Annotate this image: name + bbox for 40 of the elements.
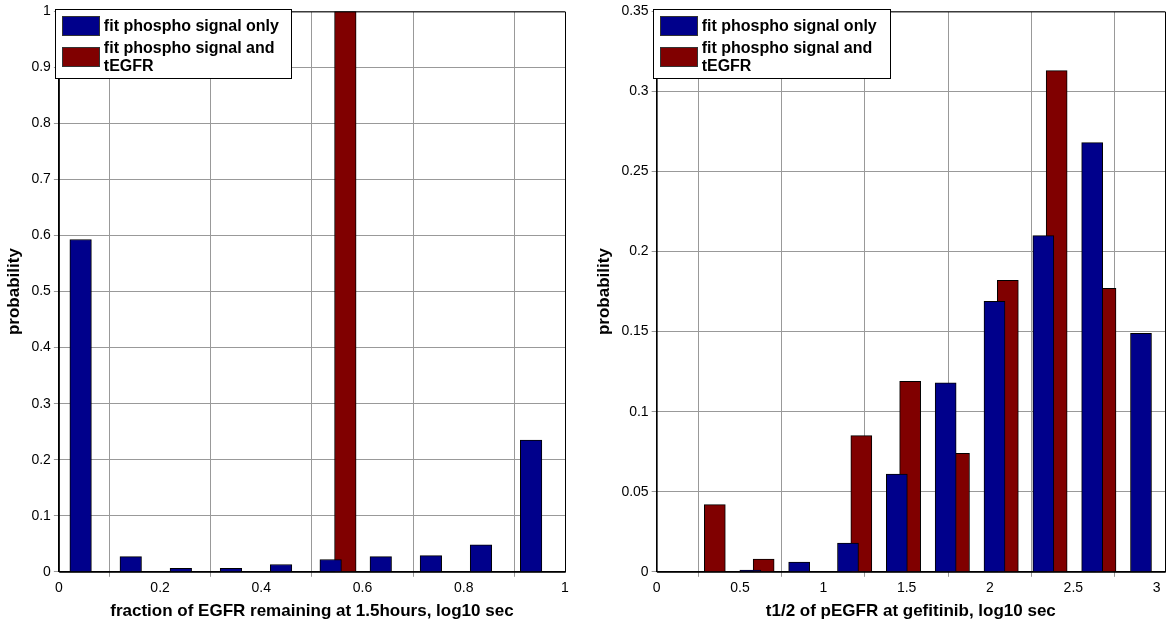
y-tick-label: 0.35 (621, 2, 649, 19)
y-axis-title: probability (593, 247, 613, 336)
x-tick-label: 2 (986, 579, 995, 596)
legend-label: fit phospho signal only (701, 17, 877, 36)
y-tick-label: 0 (43, 562, 52, 579)
x-tick-label: 0 (54, 579, 63, 596)
x-tick-label: 0.4 (251, 579, 272, 596)
x-tick-label: 1 (561, 579, 570, 596)
y-tick-label: 0.6 (31, 226, 52, 243)
y-axis-title: probability (3, 247, 23, 336)
x-tick-label: 1 (819, 579, 828, 596)
x-tick-label: 0.2 (150, 579, 171, 596)
x-tick-label: 1.5 (896, 579, 917, 596)
x-axis-title: fraction of EGFR remaining at 1.5hours, log10 sec (110, 601, 514, 621)
y-tick-label: 0.2 (31, 450, 52, 467)
legend-label: fit phospho signal and tEGFR (701, 39, 874, 76)
legend-label: fit phospho signal and tEGFR (103, 39, 276, 76)
y-tick-label: 0.1 (31, 506, 52, 523)
x-tick-label: 0.8 (454, 579, 474, 596)
y-tick-label: 0.3 (31, 394, 52, 411)
x-tick-label: 0.6 (352, 579, 373, 596)
y-tick-label: 0.2 (629, 242, 649, 259)
x-axis-title: t1/2 of pEGFR at gefitinib, log10 sec (765, 601, 1056, 621)
x-tick-label: 3 (1152, 579, 1161, 596)
y-tick-label: 0.5 (31, 282, 52, 299)
x-tick-label: 2.5 (1063, 579, 1084, 596)
y-tick-label: 0.25 (621, 162, 649, 179)
x-tick-label: 0.5 (730, 579, 750, 596)
y-tick-label: 0.15 (621, 322, 649, 339)
y-tick-label: 0.8 (31, 114, 52, 131)
y-tick-label: 0.9 (31, 58, 52, 75)
legend-label: fit phospho signal only (103, 17, 279, 36)
y-tick-label: 0.3 (629, 82, 649, 99)
y-tick-label: 1 (43, 2, 52, 19)
y-tick-label: 0.05 (621, 482, 649, 499)
y-tick-label: 0.4 (31, 338, 52, 355)
y-tick-label: 0 (640, 562, 649, 579)
y-tick-label: 0.7 (31, 170, 52, 187)
y-tick-label: 0.1 (629, 402, 649, 419)
x-tick-label: 0 (652, 579, 661, 596)
